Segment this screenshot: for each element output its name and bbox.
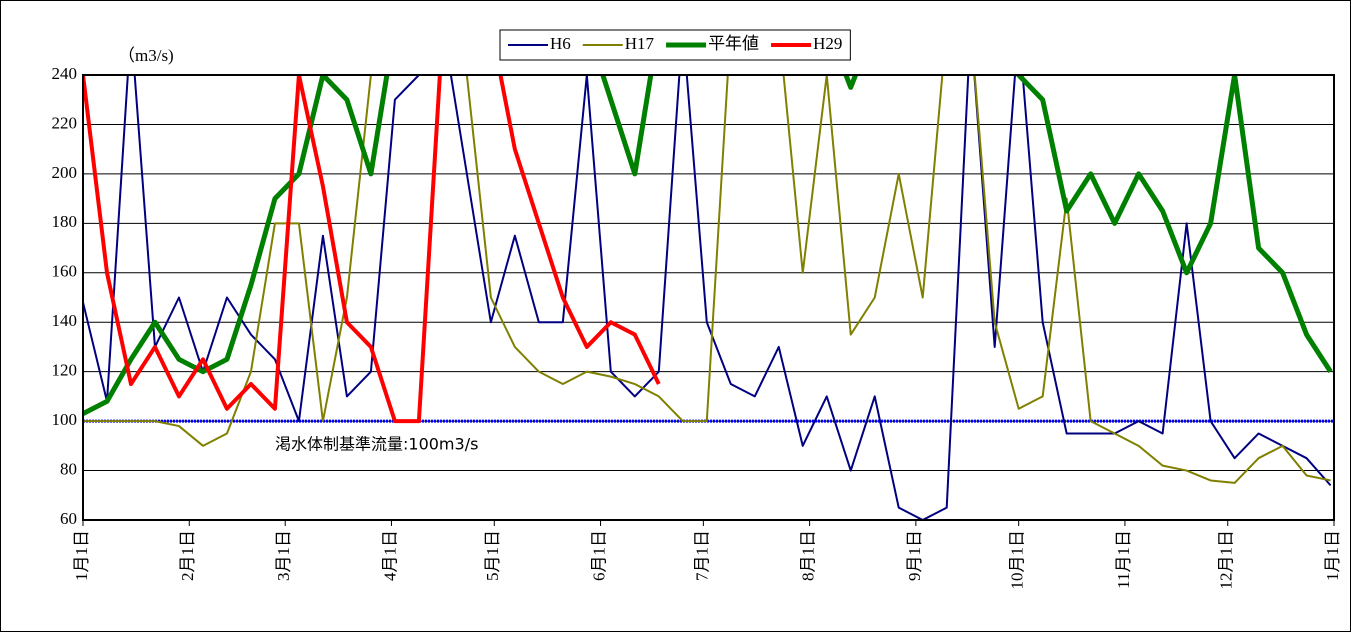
legend-label: H6 (550, 34, 571, 53)
legend-label: H29 (813, 34, 842, 53)
legend-label: 平年値 (708, 34, 759, 53)
y-tick-label: 160 (52, 262, 78, 281)
series-line (83, 75, 661, 424)
x-tick-label: 6月1日 (589, 530, 608, 581)
y-tick-label: 180 (52, 212, 78, 231)
reference-label: 渇水体制基準流量:100m3/s (275, 435, 478, 454)
x-tick-label: 7月1日 (692, 530, 711, 581)
x-tick-label: 8月1日 (799, 530, 818, 581)
y-tick-label: 140 (52, 311, 78, 330)
plot-border (82, 74, 1335, 521)
x-tick-label: 11月1日 (1114, 530, 1133, 589)
x-tick-label: 10月1日 (1008, 530, 1027, 590)
y-tick-label: 60 (60, 509, 77, 528)
y-tick-label: 240 (52, 64, 78, 83)
x-tick-label: 12月1日 (1217, 530, 1236, 590)
x-tick-label: 3月1日 (274, 530, 293, 581)
series-line (83, 75, 1331, 484)
x-tick-label: 5月1日 (483, 530, 502, 581)
plot (83, 75, 1334, 520)
y-axis-label: （m3/s) (118, 46, 174, 65)
y-tick-label: 120 (52, 361, 78, 380)
legend: H6 H17 平年値 H29 (499, 29, 851, 61)
x-tick-label: 9月1日 (905, 530, 924, 581)
legend-label: H17 (625, 34, 655, 53)
y-tick-label: 200 (52, 163, 78, 182)
y-tick-label: 100 (52, 410, 78, 429)
x-tick-label: 1月1日 (72, 530, 91, 581)
series-line (83, 75, 1332, 520)
x-tick-label: 1月1日 (1323, 530, 1342, 581)
axes: 60 80 100 120 140 160 180 200 220 240 1月1日 2月1日 3月1日… (52, 64, 1342, 590)
x-tick-label: 4月1日 (380, 530, 399, 581)
y-tick-label: 220 (52, 113, 78, 132)
x-tick-label: 2月1日 (178, 530, 197, 581)
y-tick-label: 80 (60, 459, 77, 478)
